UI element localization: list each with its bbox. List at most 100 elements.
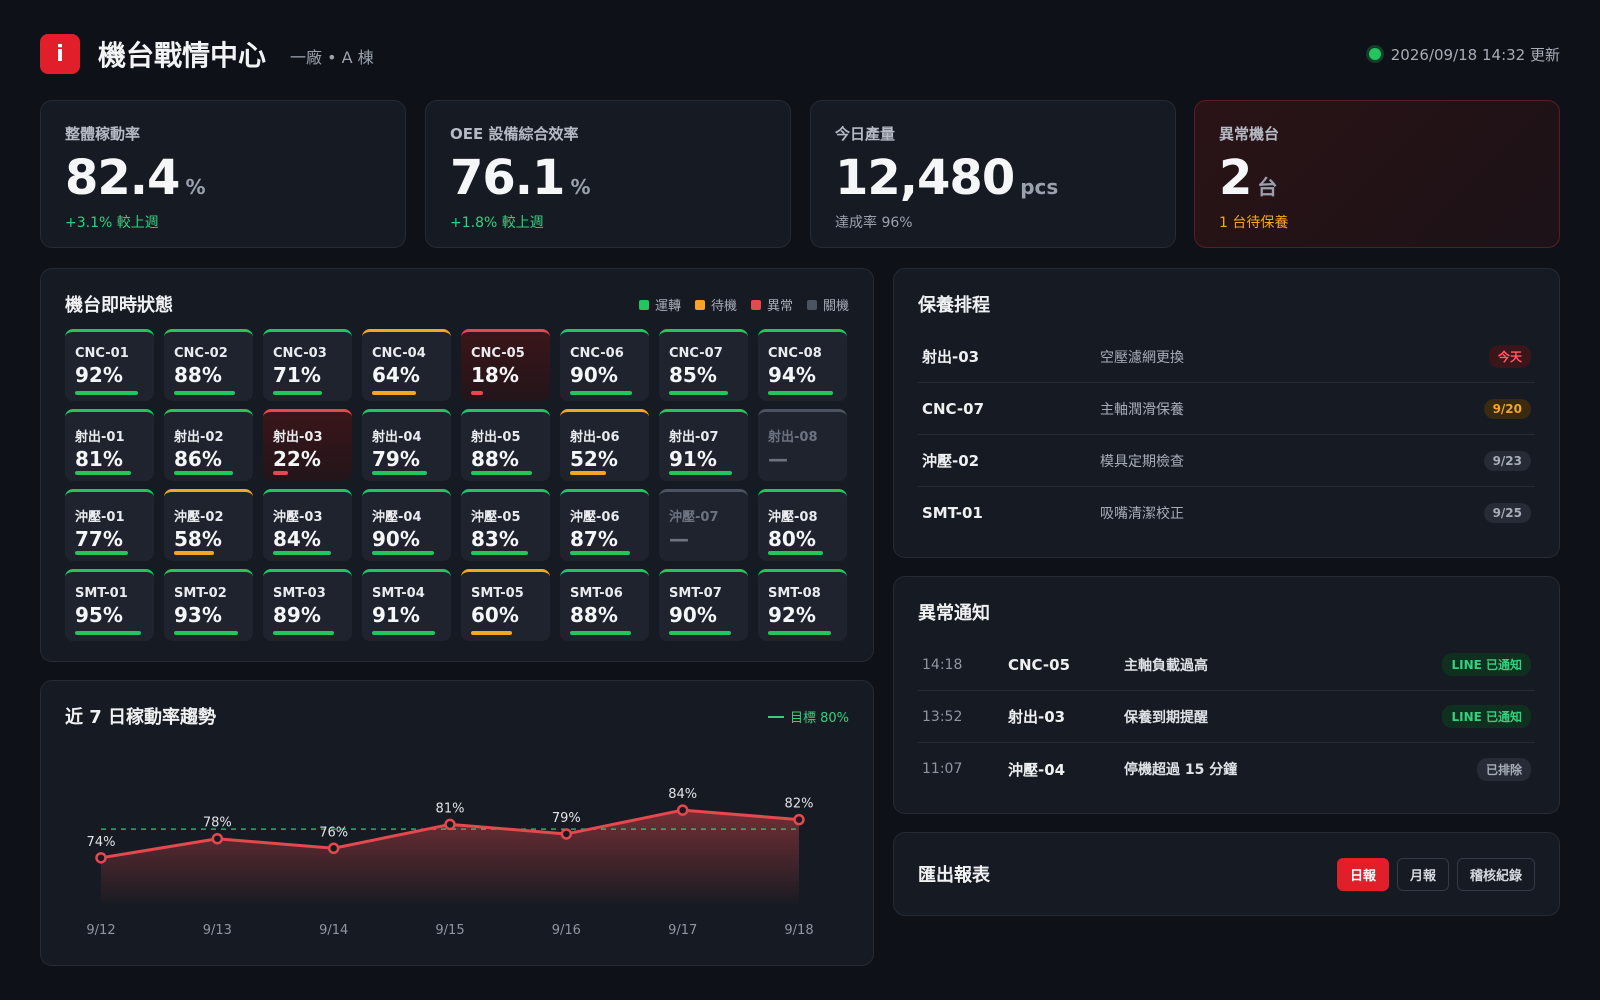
data-point[interactable] (95, 852, 107, 864)
machine-tile[interactable]: 射出-01 81% (65, 409, 154, 481)
machine-tile[interactable]: 沖壓-05 83% (461, 489, 550, 561)
export-audit-button[interactable]: 稽核紀錄 (1456, 857, 1535, 891)
utilization-bar (471, 391, 483, 395)
kpi-unit: % (570, 175, 591, 199)
machine-name: CNC-07 (669, 346, 723, 361)
alert-time: 11:07 (922, 761, 963, 777)
header: i 機台戰情中心 一廠 • A 棟 2026/09/18 14:32 更新 (40, 34, 1560, 74)
machine-name: 射出-06 (570, 430, 620, 445)
app-logo-icon: i (40, 34, 80, 74)
machine-name: 沖壓-01 (75, 510, 125, 525)
machine-tile[interactable]: 射出-07 91% (659, 409, 748, 481)
export-daily-button[interactable]: 日報 (1336, 857, 1389, 891)
machine-tile[interactable]: SMT-08 92% (758, 569, 847, 641)
machine-tile[interactable]: 沖壓-08 80% (758, 489, 847, 561)
data-point[interactable] (444, 818, 456, 831)
export-monthly-button[interactable]: 月報 (1396, 857, 1449, 891)
machine-tile[interactable]: CNC-05 18% (461, 329, 550, 401)
data-point[interactable] (211, 832, 224, 845)
maintenance-machine: 射出-03 (922, 348, 980, 366)
machine-name: 沖壓-06 (570, 510, 620, 525)
machine-utilization: 95% (75, 603, 123, 627)
data-point[interactable] (327, 842, 340, 855)
maintenance-machine: CNC-07 (922, 399, 985, 418)
data-point[interactable] (560, 828, 573, 840)
machine-utilization: 77% (75, 527, 123, 551)
maintenance-task: 模具定期檢查 (1100, 453, 1184, 470)
machine-utilization: 80% (768, 527, 816, 551)
panel-title: 近 7 日稼動率趨勢 (65, 707, 217, 728)
machine-tile[interactable]: 射出-05 88% (461, 409, 550, 481)
machine-name: CNC-03 (273, 346, 327, 361)
machine-tile[interactable]: CNC-08 94% (758, 329, 847, 401)
machine-tile[interactable]: 沖壓-04 90% (362, 489, 451, 561)
machine-tile[interactable]: 沖壓-02 58% (164, 489, 253, 561)
maintenance-row[interactable]: SMT-01 吸嘴清潔校正 9/25 (918, 487, 1535, 539)
machine-name: 射出-01 (75, 430, 125, 445)
data-point[interactable] (676, 804, 689, 816)
machine-name: SMT-05 (471, 586, 524, 601)
machine-tile[interactable]: 射出-06 52% (560, 409, 649, 481)
x-tick-label: 9/16 (552, 923, 581, 938)
alert-row[interactable]: 13:52 射出-03 保養到期提醒 LINE 已通知 (918, 691, 1535, 743)
machine-utilization: 22% (273, 447, 321, 471)
data-label: 76% (319, 825, 348, 840)
machine-tile[interactable]: SMT-03 89% (263, 569, 352, 641)
machine-name: SMT-02 (174, 586, 227, 601)
machine-tile[interactable]: 沖壓-03 84% (263, 489, 352, 561)
machine-utilization: 92% (75, 363, 123, 387)
legend-swatch-icon (750, 299, 761, 310)
utilization-bar (75, 391, 138, 395)
machine-tile[interactable]: SMT-04 91% (362, 569, 451, 641)
machine-tile[interactable]: 射出-02 86% (164, 409, 253, 481)
utilization-bar (570, 631, 631, 635)
machine-tile[interactable]: 射出-04 79% (362, 409, 451, 481)
machine-name: CNC-08 (768, 346, 822, 361)
machine-tile[interactable]: CNC-04 64% (362, 329, 451, 401)
kpi-card-abnormal: 異常機台 2 台 1 台待保養 (1194, 100, 1560, 248)
data-point[interactable] (793, 813, 805, 826)
machine-name: 沖壓-08 (768, 510, 818, 525)
trend-area (101, 810, 799, 904)
machine-tile[interactable]: CNC-03 71% (263, 329, 352, 401)
legend-label: 待機 (710, 299, 737, 314)
utilization-bar (570, 551, 630, 555)
utilization-bar (471, 471, 532, 475)
machine-tile[interactable]: 沖壓-01 77% (65, 489, 154, 561)
machine-name: SMT-04 (372, 586, 425, 601)
machine-tile[interactable]: SMT-02 93% (164, 569, 253, 641)
machine-tile[interactable]: CNC-02 88% (164, 329, 253, 401)
machine-utilization: 90% (669, 603, 717, 627)
machine-tile[interactable]: 沖壓-06 87% (560, 489, 649, 561)
machine-tile[interactable]: 射出-08 — (758, 409, 847, 481)
alert-row[interactable]: 14:18 CNC-05 主軸負載過高 LINE 已通知 (918, 639, 1535, 691)
maintenance-row[interactable]: 射出-03 空壓濾網更換 今天 (918, 331, 1535, 383)
maintenance-row[interactable]: CNC-07 主軸潤滑保養 9/20 (918, 383, 1535, 435)
panel-title: 機台即時狀態 (65, 295, 173, 316)
machine-utilization: 52% (570, 447, 618, 471)
kpi-value: 82.4 (65, 150, 180, 206)
maintenance-date-badge: 9/23 (1483, 450, 1531, 471)
machine-tile[interactable]: SMT-06 88% (560, 569, 649, 641)
data-label: 84% (668, 787, 697, 802)
machine-utilization: 91% (669, 447, 717, 471)
machine-name: SMT-03 (273, 586, 326, 601)
machine-tile[interactable]: 沖壓-07 — (659, 489, 748, 561)
machine-utilization: 83% (471, 527, 519, 551)
machine-utilization: 94% (768, 363, 816, 387)
machine-tile[interactable]: CNC-07 85% (659, 329, 748, 401)
machine-tile[interactable]: SMT-01 95% (65, 569, 154, 641)
alert-row[interactable]: 11:07 沖壓-04 停機超過 15 分鐘 已排除 (918, 743, 1535, 795)
machine-tile[interactable]: CNC-06 90% (560, 329, 649, 401)
machine-tile[interactable]: SMT-05 60% (461, 569, 550, 641)
maintenance-date-badge: 今天 (1488, 345, 1531, 368)
machine-tile[interactable]: CNC-01 92% (65, 329, 154, 401)
machine-tile[interactable]: SMT-07 90% (659, 569, 748, 641)
machine-name: SMT-08 (768, 586, 821, 601)
utilization-bar (570, 471, 606, 475)
maintenance-row[interactable]: 沖壓-02 模具定期檢查 9/23 (918, 435, 1535, 487)
machine-tile[interactable]: 射出-03 22% (263, 409, 352, 481)
machine-name: 沖壓-05 (471, 510, 521, 525)
kpi-label: OEE 設備綜合效率 (450, 125, 579, 143)
kpi-value: 76.1 (450, 150, 565, 206)
